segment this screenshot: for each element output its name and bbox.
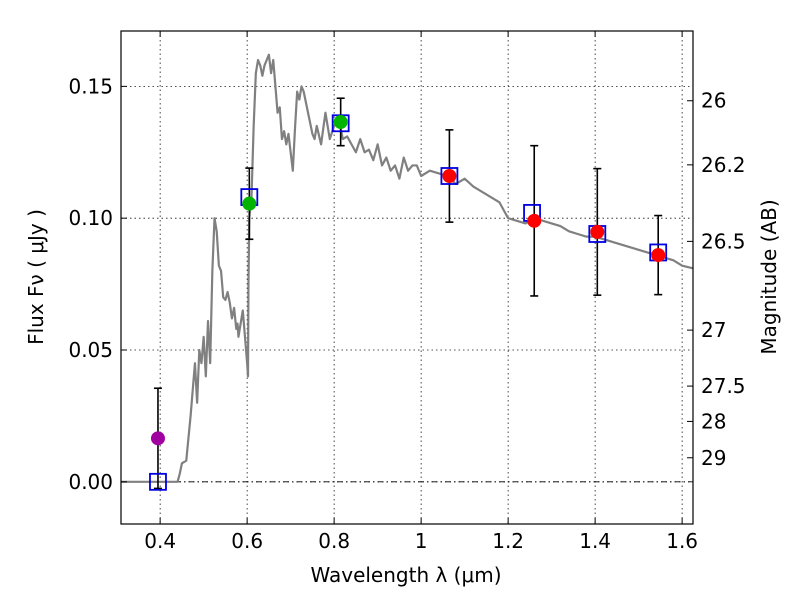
model-spectrum-layer	[121, 53, 694, 483]
magnitude-tick-label: 26.2	[701, 153, 746, 177]
model-point	[149, 472, 167, 491]
x-tick-label: 0.6	[231, 529, 263, 553]
magnitude-tick-label: 27.5	[701, 374, 746, 398]
y-tick-label: 0.00	[68, 470, 113, 494]
observed-point	[150, 431, 165, 446]
y-axis-label: Flux Fν ( μJy )	[24, 209, 48, 345]
x-tick-label: 0.4	[144, 529, 176, 553]
observed-points-layer	[150, 114, 666, 446]
observed-point	[651, 248, 666, 263]
model-point	[440, 167, 459, 185]
observed-point	[590, 224, 605, 239]
observed-point	[333, 114, 348, 129]
y-tick-label: 0.05	[68, 338, 113, 362]
model-spectrum-line	[121, 53, 694, 483]
grid	[121, 31, 693, 524]
y-tick-label: 0.15	[68, 74, 113, 98]
magnitude-tick-label: 27	[701, 318, 726, 342]
magnitude-axis-label: Magnitude (AB)	[757, 199, 781, 354]
x-tick-label: 0.8	[318, 529, 350, 553]
x-tick-label: 1.6	[666, 529, 698, 553]
observed-point	[242, 196, 257, 211]
plot-frame	[120, 30, 694, 525]
observed-point	[442, 169, 457, 183]
errorbars-layer	[153, 97, 663, 490]
y-axis-ticks: 0.00 0.05 0.10 0.15	[68, 74, 127, 494]
x-tick-label: 1.4	[579, 529, 611, 553]
observed-point	[527, 213, 542, 228]
x-tick-label: 1	[415, 529, 428, 553]
x-axis-ticks: 0.4 0.6 0.8 1 1.2 1.4 1.6	[144, 31, 698, 553]
y-tick-label: 0.10	[68, 206, 113, 230]
magnitude-tick-label: 29	[701, 446, 726, 470]
x-axis-label: Wavelength λ (μm)	[310, 563, 501, 587]
magnitude-tick-label: 26.5	[701, 229, 746, 253]
magnitude-tick-label: 28	[701, 409, 726, 433]
magnitude-axis-ticks: 26 26.2 26.5 27 27.5 28 29	[687, 89, 746, 470]
magnitude-tick-label: 26	[701, 89, 726, 113]
x-tick-label: 1.2	[492, 529, 524, 553]
